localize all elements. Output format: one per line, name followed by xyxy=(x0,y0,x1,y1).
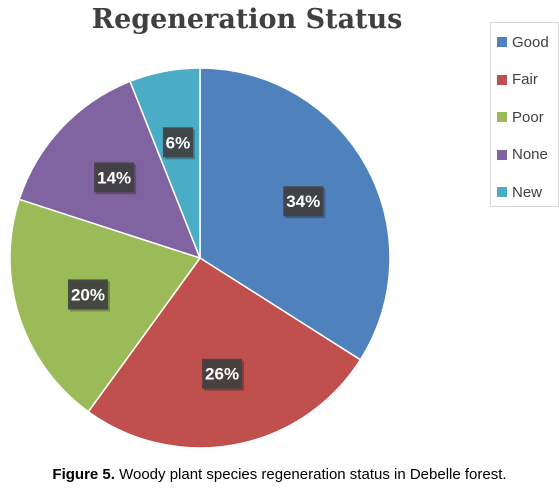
legend-item-good: Good xyxy=(497,33,549,51)
data-label-fair: 26% xyxy=(202,358,245,391)
legend-label: Good xyxy=(512,33,549,51)
svg-text:14%: 14% xyxy=(97,168,131,187)
legend-swatch xyxy=(497,37,507,47)
legend-label: Poor xyxy=(512,108,544,126)
legend-label: None xyxy=(512,146,548,163)
legend-item-none: None xyxy=(497,146,548,164)
data-label-good: 34% xyxy=(283,186,326,219)
caption-label: Figure 5. xyxy=(52,466,115,483)
legend-item-fair: Fair xyxy=(497,71,538,89)
svg-text:34%: 34% xyxy=(286,192,320,211)
data-label-new: 6% xyxy=(162,127,195,160)
chart-title: Regeneration Status xyxy=(91,4,403,35)
svg-text:20%: 20% xyxy=(71,285,105,304)
legend-label: New xyxy=(512,183,543,201)
data-label-poor: 20% xyxy=(67,279,110,312)
caption-text: Woody plant species regeneration status … xyxy=(119,466,507,483)
pie-slice-fair xyxy=(87,256,362,449)
legend-swatch xyxy=(497,112,507,122)
chart-legend: Good Fair Poor None New xyxy=(490,22,559,207)
legend-item-new: New xyxy=(497,183,542,201)
legend-swatch xyxy=(497,149,507,160)
legend-swatch xyxy=(497,187,507,197)
figure-caption: Figure 5. Woody plant species regenerati… xyxy=(0,466,559,483)
legend-item-poor: Poor xyxy=(497,108,544,126)
svg-text:26%: 26% xyxy=(205,365,239,384)
pie-slice-new xyxy=(129,67,201,259)
legend-label: Fair xyxy=(512,71,538,88)
data-label-none: 14% xyxy=(94,162,137,195)
svg-text:6%: 6% xyxy=(166,133,191,152)
legend-swatch xyxy=(497,74,507,85)
